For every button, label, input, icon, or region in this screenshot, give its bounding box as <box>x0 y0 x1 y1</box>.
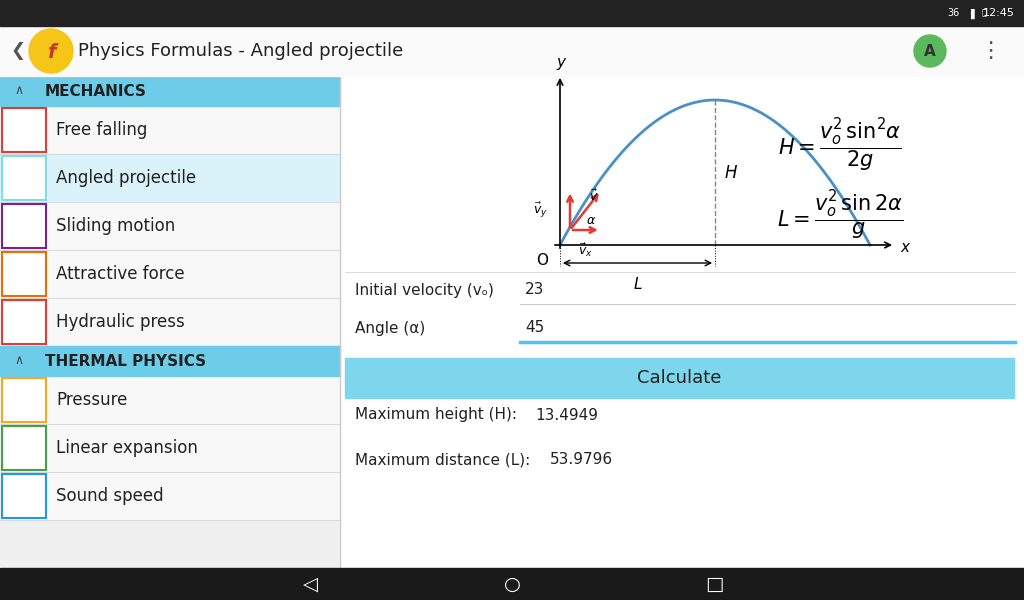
Text: Initial velocity (vₒ): Initial velocity (vₒ) <box>355 283 494 298</box>
Bar <box>2 156 46 200</box>
Text: A: A <box>924 43 936 58</box>
Text: $\vec{v}$: $\vec{v}$ <box>590 189 599 204</box>
Text: MECHANICS: MECHANICS <box>45 83 146 98</box>
Text: 36: 36 <box>948 8 961 18</box>
Bar <box>0 26 1024 76</box>
Text: $\vec{v}_x$: $\vec{v}_x$ <box>578 242 593 259</box>
Text: Angle (α): Angle (α) <box>355 320 425 335</box>
Bar <box>2 300 46 344</box>
Text: Attractive force: Attractive force <box>56 265 184 283</box>
Text: $H = \dfrac{v_o^2\,\sin^2\!\alpha}{2g}$: $H = \dfrac{v_o^2\,\sin^2\!\alpha}{2g}$ <box>778 116 902 174</box>
Bar <box>0 424 340 472</box>
Text: Pressure: Pressure <box>56 391 127 409</box>
Text: f: f <box>47 43 55 61</box>
Text: ∧: ∧ <box>14 85 24 97</box>
Text: Maximum distance (L):: Maximum distance (L): <box>355 452 530 467</box>
Bar <box>2 204 46 248</box>
Bar <box>0 376 340 424</box>
Text: Calculate: Calculate <box>637 369 722 387</box>
Text: 12:45: 12:45 <box>983 8 1015 18</box>
Text: 45: 45 <box>525 320 544 335</box>
Text: O: O <box>536 253 548 268</box>
Bar <box>2 252 46 296</box>
Bar <box>2 426 46 470</box>
Bar <box>0 154 340 202</box>
Text: $L = \dfrac{v_o^2\,\sin 2\alpha}{g}$: $L = \dfrac{v_o^2\,\sin 2\alpha}{g}$ <box>777 188 903 242</box>
Text: 23: 23 <box>525 283 545 298</box>
Text: ❮: ❮ <box>10 42 26 60</box>
Bar <box>0 202 340 250</box>
Text: Physics Formulas - Angled projectile: Physics Formulas - Angled projectile <box>78 42 403 60</box>
Bar <box>2 378 46 422</box>
Bar <box>0 76 340 600</box>
Bar <box>2 108 46 152</box>
Text: ⋮: ⋮ <box>979 41 1001 61</box>
Text: 53.9796: 53.9796 <box>550 452 613 467</box>
Text: ∧: ∧ <box>14 355 24 367</box>
Text: Free falling: Free falling <box>56 121 147 139</box>
Text: Sliding motion: Sliding motion <box>56 217 175 235</box>
Bar <box>2 474 46 518</box>
Bar <box>2 204 46 248</box>
Text: Angled projectile: Angled projectile <box>56 169 197 187</box>
Bar <box>0 298 340 346</box>
Bar <box>0 472 340 520</box>
Circle shape <box>29 29 73 73</box>
Bar <box>345 358 1014 398</box>
Text: THERMAL PHYSICS: THERMAL PHYSICS <box>45 353 206 368</box>
Bar <box>0 76 340 106</box>
Text: ○: ○ <box>504 575 520 593</box>
Text: Sound speed: Sound speed <box>56 487 164 505</box>
Bar <box>2 426 46 470</box>
Text: Linear expansion: Linear expansion <box>56 439 198 457</box>
Text: 🔋: 🔋 <box>982 8 987 17</box>
Bar <box>2 252 46 296</box>
Bar <box>2 378 46 422</box>
Bar <box>2 474 46 518</box>
Bar <box>2 108 46 152</box>
Text: H: H <box>725 163 737 181</box>
Circle shape <box>914 35 946 67</box>
Text: $\vec{v}_y$: $\vec{v}_y$ <box>534 200 548 220</box>
Text: x: x <box>900 239 909 254</box>
Text: ▌: ▌ <box>970 9 978 19</box>
Text: □: □ <box>705 575 723 593</box>
Bar <box>0 0 1024 26</box>
Text: Hydraulic press: Hydraulic press <box>56 313 184 331</box>
Text: Maximum height (H):: Maximum height (H): <box>355 407 517 422</box>
Bar <box>0 250 340 298</box>
Bar <box>0 346 340 376</box>
Bar <box>340 76 1024 568</box>
Text: y: y <box>556 55 565 70</box>
Bar <box>2 300 46 344</box>
Bar <box>0 568 1024 600</box>
Text: 13.4949: 13.4949 <box>535 407 598 422</box>
Bar <box>0 106 340 154</box>
Text: $\alpha$: $\alpha$ <box>586 214 596 226</box>
Text: L: L <box>633 277 642 292</box>
Text: ◁: ◁ <box>302 575 317 593</box>
Bar <box>2 156 46 200</box>
